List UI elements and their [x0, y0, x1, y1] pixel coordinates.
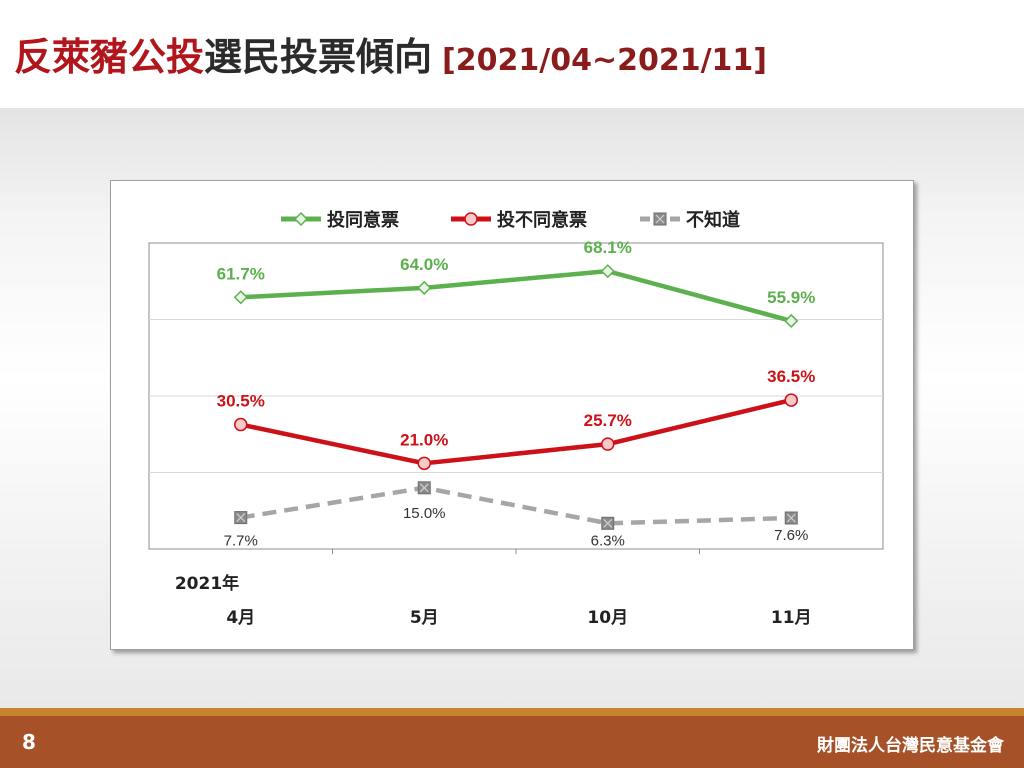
chart-frame: 投同意票 投不同意票 不知道 61.7% 64.0% 68.1% 55.9% 30.5% 21.… [110, 180, 914, 650]
title-date-range: [2021/04~2021/11] [442, 43, 767, 78]
footer-accent-line [0, 708, 1024, 716]
x-tick-label: 11月 [771, 608, 812, 628]
data-point-2 [417, 481, 431, 495]
data-label-2: 7.6% [774, 527, 808, 544]
data-label-2: 15.0% [403, 505, 446, 522]
data-point-1 [417, 456, 431, 471]
legend-label: 投同意票 [327, 209, 399, 231]
legend-label: 不知道 [686, 209, 740, 231]
data-label-0: 68.1% [584, 238, 632, 257]
data-label-2: 7.7% [224, 533, 258, 550]
title-bar: 反萊豬公投選民投票傾向 [2021/04~2021/11] [0, 0, 1024, 108]
data-label-0: 64.0% [400, 255, 448, 274]
series-line-0 [240, 268, 792, 324]
data-point-0 [600, 264, 615, 279]
line-chart: 投同意票 投不同意票 不知道 61.7% 64.0% 68.1% 55.9% 30.5% 21.… [148, 209, 884, 628]
page-number: 8 [22, 730, 36, 754]
series-line-2 [240, 485, 792, 526]
data-point-1 [784, 393, 798, 407]
data-label-0: 61.7% [217, 264, 265, 283]
title-dark-part: 選民投票傾向 [204, 35, 433, 79]
data-point-2 [784, 511, 798, 525]
data-label-1: 25.7% [584, 411, 632, 430]
x-tick-label: 5月 [410, 608, 439, 628]
series-line-1 [240, 397, 792, 466]
data-point-2 [234, 511, 248, 525]
data-point-2 [601, 516, 615, 530]
data-label-2: 6.3% [591, 532, 625, 549]
legend-marker [464, 212, 478, 226]
data-label-1: 30.5% [217, 392, 265, 411]
data-point-1 [234, 417, 248, 432]
data-label-1: 36.5% [767, 367, 815, 386]
legend-marker [653, 212, 667, 226]
x-axis-year-label: 2021年 [175, 573, 239, 594]
data-label-1: 21.0% [400, 430, 448, 449]
data-label-0: 55.9% [767, 288, 815, 307]
x-tick-label: 4月 [226, 608, 255, 628]
x-tick-label: 10月 [587, 608, 628, 628]
data-point-1 [601, 437, 615, 451]
data-point-0 [233, 290, 248, 305]
data-point-0 [417, 280, 432, 295]
legend-label: 投不同意票 [497, 209, 587, 231]
title-red-part: 反萊豬公投 [14, 35, 205, 79]
footer: 8 財團法人台灣民意基金會 [0, 716, 1024, 768]
slide-title: 反萊豬公投選民投票傾向 [2021/04~2021/11] [14, 26, 767, 81]
legend-marker [293, 211, 309, 227]
organization-name: 財團法人台灣民意基金會 [817, 736, 1004, 756]
data-point-0 [784, 313, 799, 328]
